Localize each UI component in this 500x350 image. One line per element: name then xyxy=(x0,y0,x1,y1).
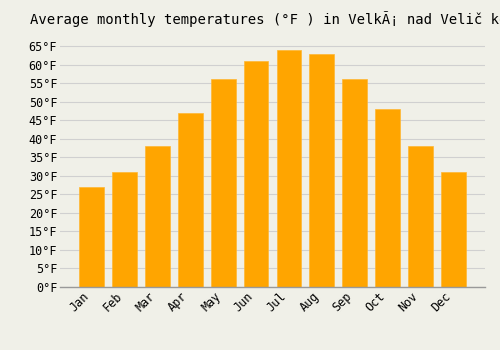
Bar xyxy=(342,79,367,287)
Bar xyxy=(112,172,137,287)
Bar xyxy=(145,146,170,287)
Bar xyxy=(310,54,334,287)
Bar xyxy=(80,187,104,287)
Bar xyxy=(244,61,268,287)
Bar xyxy=(376,109,400,287)
Bar xyxy=(178,113,203,287)
Bar xyxy=(276,50,301,287)
Bar xyxy=(211,79,236,287)
Title: Average monthly temperatures (°F ) in VelkÃ¡ nad Velič kou: Average monthly temperatures (°F ) in Ve… xyxy=(30,11,500,27)
Bar xyxy=(408,146,433,287)
Bar xyxy=(441,172,466,287)
